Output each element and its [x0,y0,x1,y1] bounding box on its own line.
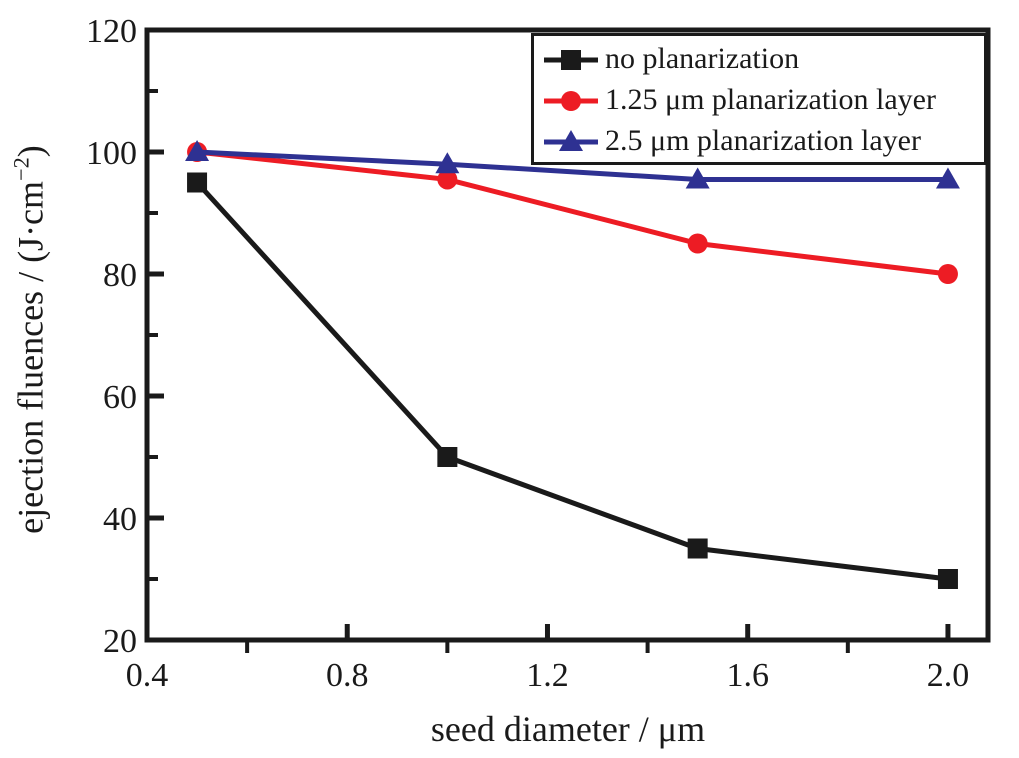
triangle-marker-icon [935,167,960,189]
triangle-marker-icon [685,167,710,189]
legend-square-marker-icon [544,49,598,70]
legend-label: 2.5 μm planarization layer [605,124,921,158]
circle-marker-icon [687,233,708,254]
legend-label: 1.25 μm planarization layer [605,82,936,116]
circle-marker-icon [437,169,458,190]
x-axis-title: seed diameter / μm [430,709,706,749]
legend-label: no planarization [605,41,800,75]
legend-circle-marker-icon [544,90,598,111]
y-axis-title-superscript: −2 [8,157,34,181]
y-axis: 20 40 60 80 100 120 [86,13,164,660]
square-marker-icon [437,447,458,467]
chart-legend: no planarization 1.25 μm planarization la… [531,33,987,165]
series-line [196,149,949,277]
legend-item: no planarization [542,39,984,79]
triangle-marker-icon [185,140,210,161]
series-line [196,149,948,182]
y-tick-label: 40 [103,501,137,538]
plot-frame [144,27,991,643]
y-tick-label: 60 [103,379,137,416]
y-tick-label: 20 [103,623,137,660]
square-marker-icon [187,172,208,193]
triangle-marker-icon [435,152,460,174]
x-tick-label: 2.0 [927,657,970,694]
square-marker-icon [687,538,708,559]
series-triangle [185,140,960,189]
legend-marker-glyph [561,90,581,111]
legend-item: 2.5 μm planarization layer [542,121,984,161]
series-square [187,172,958,589]
legend-marker-glyph [561,49,581,70]
x-tick-label: 1.6 [726,657,769,694]
x-tick-label: 0.8 [326,657,369,694]
x-tick-label: 0.4 [126,657,169,694]
y-tick-label: 80 [103,257,137,294]
square-marker-icon [937,569,958,589]
series-line [195,180,949,582]
circle-marker-icon [937,264,958,284]
legend-item: 1.25 μm planarization layer [542,80,984,120]
x-tick-label: 1.2 [526,657,569,694]
y-tick-label: 120 [86,13,137,50]
y-axis-title: ejection fluences / (J·cm−2) [9,60,52,620]
y-tick-label: 100 [86,135,137,172]
y-axis-title-close: ) [10,145,51,158]
y-axis-title-text: ejection fluences / (J·cm [10,180,51,534]
x-axis: 0.4 0.8 1.2 1.6 2.0 [126,624,969,694]
legend-triangle-marker-icon [544,130,598,152]
legend-marker-glyph [559,130,583,152]
